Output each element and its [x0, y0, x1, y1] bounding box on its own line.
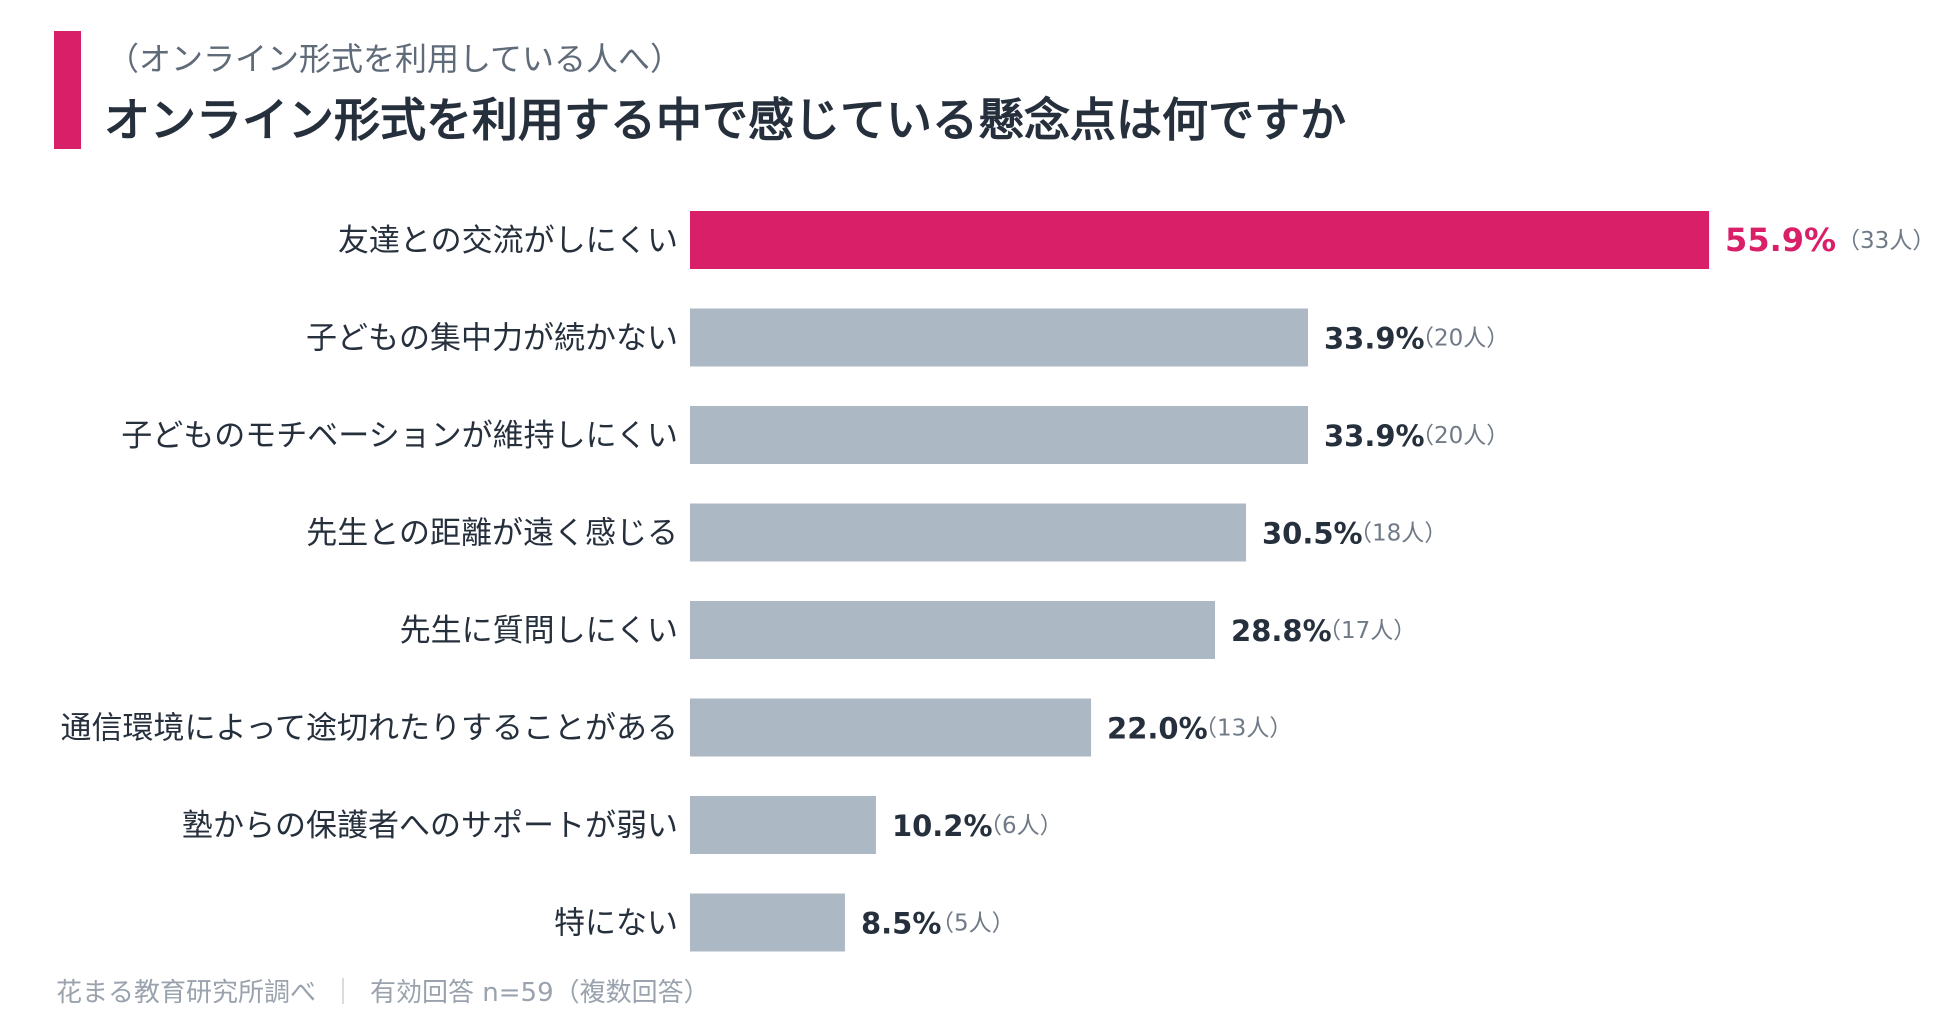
value-label: 22.0% — [1107, 712, 1208, 746]
count-label: （13人） — [1194, 716, 1292, 742]
count-label: （5人） — [931, 911, 1015, 937]
footer: 花まる教育研究所調べ ｜ 有効回答 n=59（複数回答） — [56, 972, 710, 1009]
count-label: （17人） — [1318, 618, 1416, 644]
value-label: 8.5% — [861, 907, 941, 941]
value-label: 30.5% — [1262, 517, 1363, 551]
category-label: 先生との距離が遠く感じる — [306, 516, 678, 552]
bar — [690, 893, 845, 952]
value-label: 33.9% — [1324, 419, 1425, 453]
bar — [690, 308, 1308, 367]
count-label: （33人） — [1837, 228, 1935, 254]
bar — [690, 796, 876, 854]
count-label: （20人） — [1411, 326, 1509, 352]
category-label: 特にない — [554, 906, 678, 942]
value-label: 28.8% — [1231, 614, 1332, 648]
value-label: 10.2% — [892, 809, 993, 843]
category-label: 友達との交流がしにくい — [338, 223, 678, 259]
footer-note: 有効回答 n=59（複数回答） — [370, 978, 710, 1008]
chart-subtitle: （オンライン形式を利用している人へ） — [107, 40, 683, 78]
bar — [690, 698, 1092, 757]
category-label: 塾からの保護者へのサポートが弱い — [182, 808, 678, 844]
bar — [690, 601, 1216, 659]
footer-source: 花まる教育研究所調べ — [56, 978, 317, 1008]
count-label: （18人） — [1349, 521, 1447, 547]
category-label: 子どものモチベーションが維持しにくい — [121, 418, 678, 454]
value-label: 33.9% — [1324, 322, 1425, 356]
category-label: 通信環境によって途切れたりすることがある — [60, 711, 678, 747]
count-label: （20人） — [1411, 423, 1509, 449]
category-label: 子どもの集中力が続かない — [306, 321, 678, 357]
bar — [690, 503, 1247, 562]
bar — [690, 211, 1710, 269]
bar — [690, 406, 1308, 464]
chart-title: オンライン形式を利用する中で感じている懸念点は何ですか — [104, 93, 1346, 147]
footer-separator: ｜ — [330, 978, 357, 1008]
count-label: （6人） — [979, 813, 1063, 839]
value-label: 55.9% — [1725, 221, 1836, 259]
category-label: 先生に質問しにくい — [400, 613, 678, 649]
title-accent-bar — [54, 31, 81, 149]
